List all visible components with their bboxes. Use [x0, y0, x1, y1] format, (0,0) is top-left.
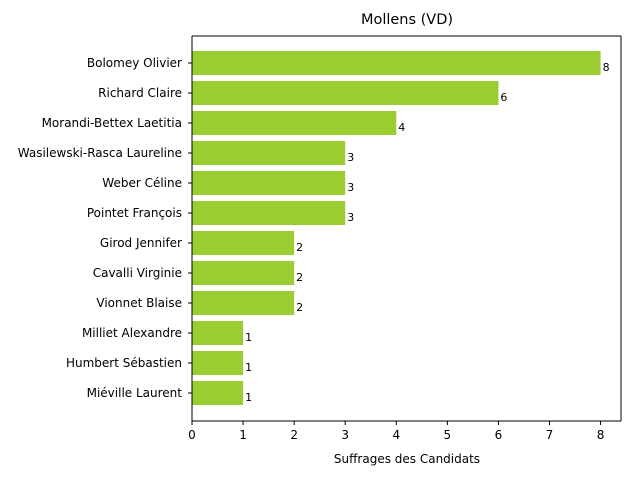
bar-value-label: 1: [245, 331, 252, 344]
bar-value-label: 6: [500, 91, 507, 104]
bar-value-label: 8: [603, 61, 610, 74]
x-axis-label: Suffrages des Candidats: [334, 452, 480, 466]
category-label: Morandi-Bettex Laetitia: [42, 116, 182, 130]
category-label: Girod Jennifer: [100, 236, 182, 250]
x-tick-label: 7: [546, 428, 554, 442]
category-label: Milliet Alexandre: [82, 326, 182, 340]
x-tick-label: 1: [239, 428, 247, 442]
bar: [192, 321, 244, 345]
bar: [192, 261, 295, 285]
category-label: Pointet François: [87, 206, 182, 220]
category-label: Miéville Laurent: [87, 386, 183, 400]
x-tick-label: 3: [341, 428, 349, 442]
category-label: Humbert Sébastien: [66, 356, 182, 370]
bar: [192, 111, 397, 135]
bar-value-label: 3: [347, 211, 354, 224]
x-tick-label: 2: [290, 428, 298, 442]
x-tick-label: 8: [597, 428, 605, 442]
x-tick-label: 0: [188, 428, 196, 442]
bar-value-label: 3: [347, 181, 354, 194]
bar-value-label: 4: [398, 121, 405, 134]
category-label: Richard Claire: [98, 86, 182, 100]
bar-value-label: 3: [347, 151, 354, 164]
x-tick-label: 6: [495, 428, 503, 442]
category-label: Wasilewski-Rasca Laureline: [18, 146, 182, 160]
category-label: Weber Céline: [102, 176, 182, 190]
bar: [192, 231, 295, 255]
bar-value-label: 2: [296, 271, 303, 284]
bar: [192, 351, 244, 375]
bar-value-label: 1: [245, 391, 252, 404]
category-labels: Bolomey Olivier Richard Claire Morandi-Bet…: [18, 56, 192, 400]
bar-value-label: 1: [245, 361, 252, 374]
bar: [192, 171, 346, 195]
x-tick-label: 5: [444, 428, 452, 442]
bar: [192, 381, 244, 405]
bar-value-label: 2: [296, 241, 303, 254]
category-label: Vionnet Blaise: [96, 296, 182, 310]
x-tick-label: 4: [392, 428, 400, 442]
bar: [192, 291, 295, 315]
bar: [192, 51, 601, 75]
bars-group: 8 6 4 3 3 3 2 2 2 1 1 1: [192, 51, 610, 405]
chart-title: Mollens (VD): [361, 12, 453, 28]
category-label: Bolomey Olivier: [87, 56, 182, 70]
category-label: Cavalli Virginie: [93, 266, 182, 280]
bar: [192, 81, 499, 105]
bar-value-label: 2: [296, 301, 303, 314]
bar: [192, 141, 346, 165]
bar: [192, 201, 346, 225]
axes-spines: [191, 35, 622, 422]
x-axis-ticks: 0 1 2 3 4 5 6 7 8: [188, 421, 604, 442]
